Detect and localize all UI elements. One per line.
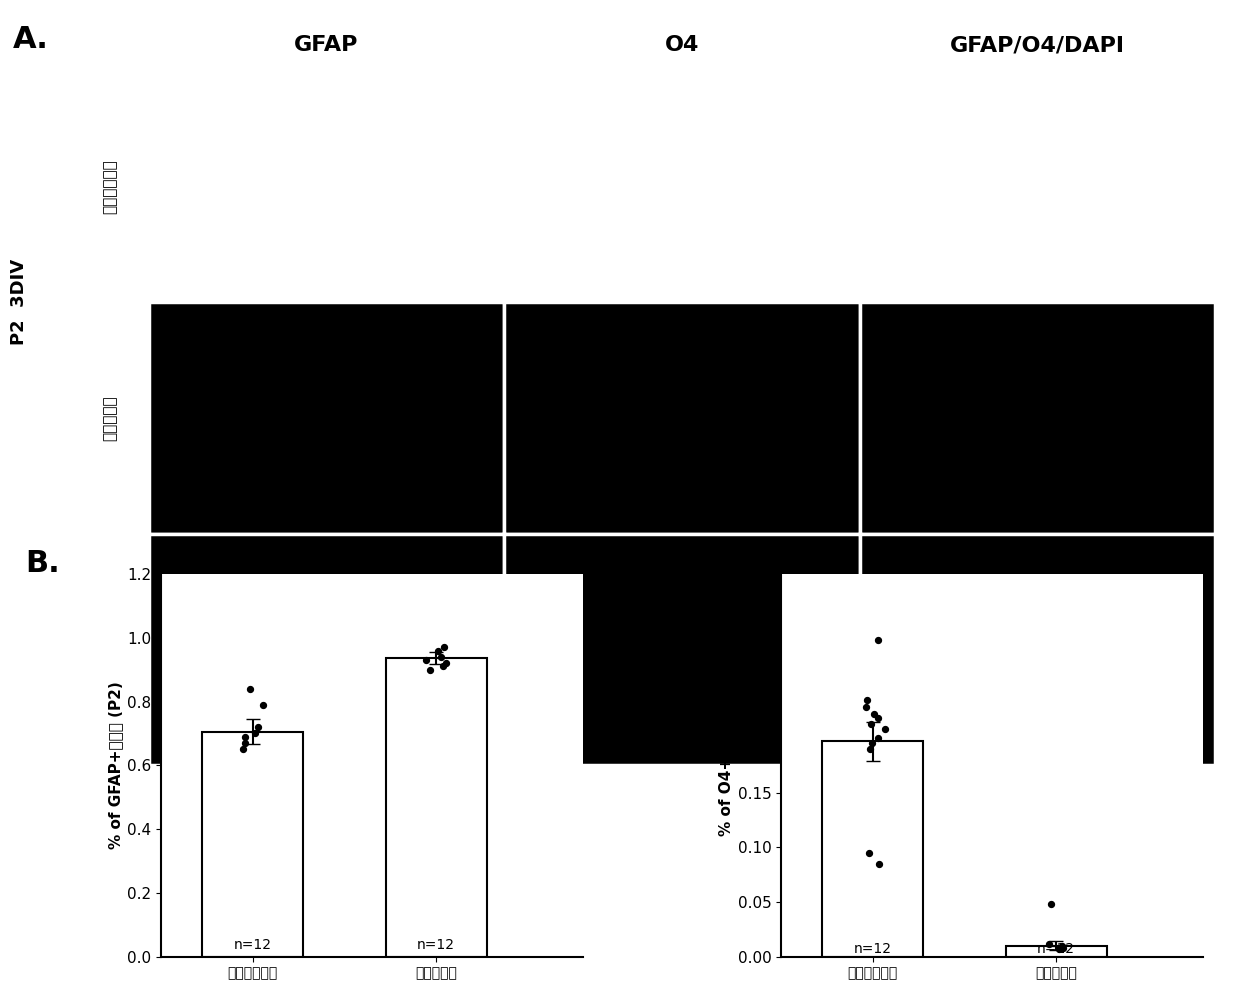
Text: 不震荡换液组: 不震荡换液组 xyxy=(103,159,118,213)
Point xyxy=(875,721,895,737)
Bar xyxy=(1006,946,1106,957)
Point xyxy=(856,699,875,715)
Point xyxy=(246,725,265,741)
Text: GFAP/O4/DAPI: GFAP/O4/DAPI xyxy=(950,35,1125,55)
Point xyxy=(868,631,888,648)
Point xyxy=(241,681,260,697)
Point xyxy=(434,639,454,656)
Point xyxy=(415,653,435,669)
Text: B.: B. xyxy=(25,549,60,578)
Point xyxy=(1040,896,1060,912)
Point xyxy=(1049,941,1069,957)
Bar xyxy=(386,658,486,957)
Point xyxy=(859,845,879,861)
Point xyxy=(420,662,440,678)
Text: n=12: n=12 xyxy=(234,938,272,952)
Y-axis label: % of O4+细胞数(P2): % of O4+细胞数(P2) xyxy=(718,694,733,837)
Point xyxy=(253,697,273,713)
Point xyxy=(861,716,880,732)
Y-axis label: % of GFAP+细胞数 (P2): % of GFAP+细胞数 (P2) xyxy=(108,682,123,849)
Point xyxy=(863,735,883,751)
Point xyxy=(861,741,880,757)
Point xyxy=(864,706,884,722)
Point xyxy=(857,692,877,708)
Point xyxy=(248,719,268,735)
Text: O4: O4 xyxy=(665,35,699,55)
Point xyxy=(429,642,449,659)
Bar xyxy=(202,731,304,957)
Text: A.: A. xyxy=(12,25,48,54)
Point xyxy=(868,730,888,746)
Text: n=12: n=12 xyxy=(1037,942,1075,956)
Text: P2  3DIV: P2 3DIV xyxy=(10,259,27,345)
Text: 震荡换液组: 震荡换液组 xyxy=(103,395,118,441)
Point xyxy=(236,729,255,745)
Point xyxy=(233,741,253,757)
Point xyxy=(236,735,255,751)
Point xyxy=(868,710,888,726)
Text: C.: C. xyxy=(645,549,678,578)
Point xyxy=(436,656,456,672)
Text: n=12: n=12 xyxy=(854,942,892,956)
Text: GFAP: GFAP xyxy=(294,35,358,55)
Text: n=12: n=12 xyxy=(417,938,455,952)
Point xyxy=(1053,938,1073,954)
Point xyxy=(869,856,889,872)
Point xyxy=(1039,936,1059,952)
Point xyxy=(434,659,454,675)
Point xyxy=(1053,940,1073,956)
Point xyxy=(430,649,450,665)
Bar xyxy=(822,741,924,957)
